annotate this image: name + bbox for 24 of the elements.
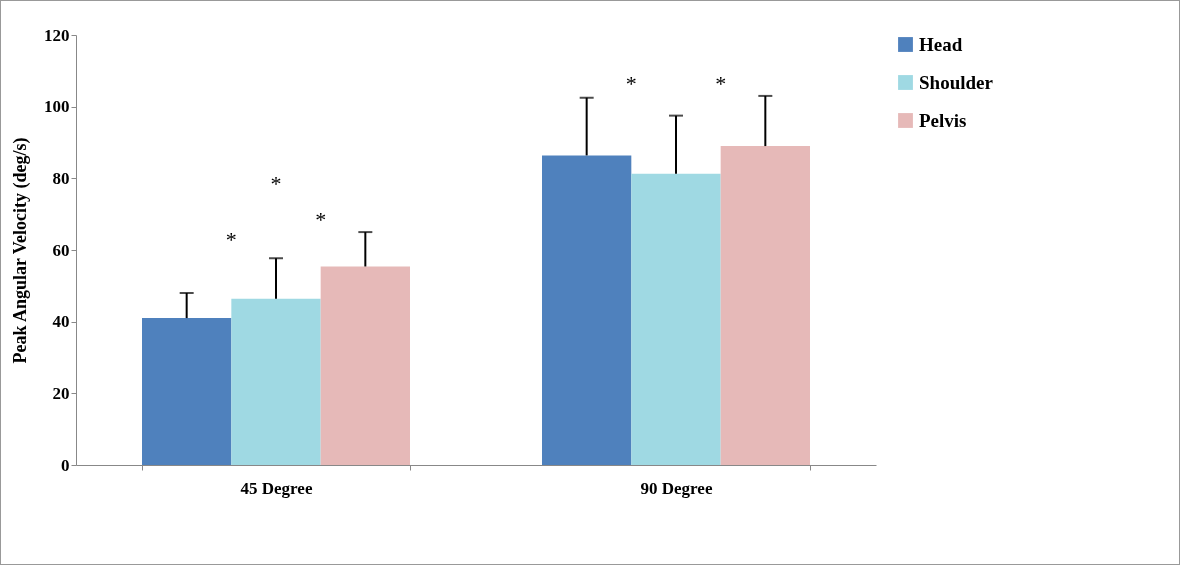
legend-label: Shoulder	[919, 71, 994, 93]
annotation: *	[315, 207, 327, 233]
bar	[231, 298, 321, 465]
legend-label: Head	[919, 33, 963, 55]
bar	[631, 173, 721, 465]
y-tick-label: 100	[44, 97, 70, 117]
y-tick-label: 80	[52, 168, 70, 188]
x-tick-label: 90 Degree	[640, 478, 713, 498]
y-tick-label: 60	[52, 240, 70, 260]
legend-label: Pelvis	[919, 109, 967, 131]
bar	[142, 318, 232, 465]
annotation: *	[270, 171, 282, 197]
y-tick-label: 120	[44, 25, 70, 45]
annotation: *	[225, 227, 237, 253]
bar	[320, 266, 410, 465]
bar	[542, 155, 632, 465]
y-tick-label: 0	[61, 455, 70, 475]
y-axis-title: Peak Angular Velocity (deg/s)	[10, 137, 31, 364]
y-tick-label: 20	[52, 383, 70, 403]
x-tick-label: 45 Degree	[240, 478, 313, 498]
y-tick-label: 40	[52, 312, 70, 332]
annotation: *	[625, 70, 637, 96]
annotation: *	[715, 70, 727, 96]
bar	[720, 146, 810, 465]
